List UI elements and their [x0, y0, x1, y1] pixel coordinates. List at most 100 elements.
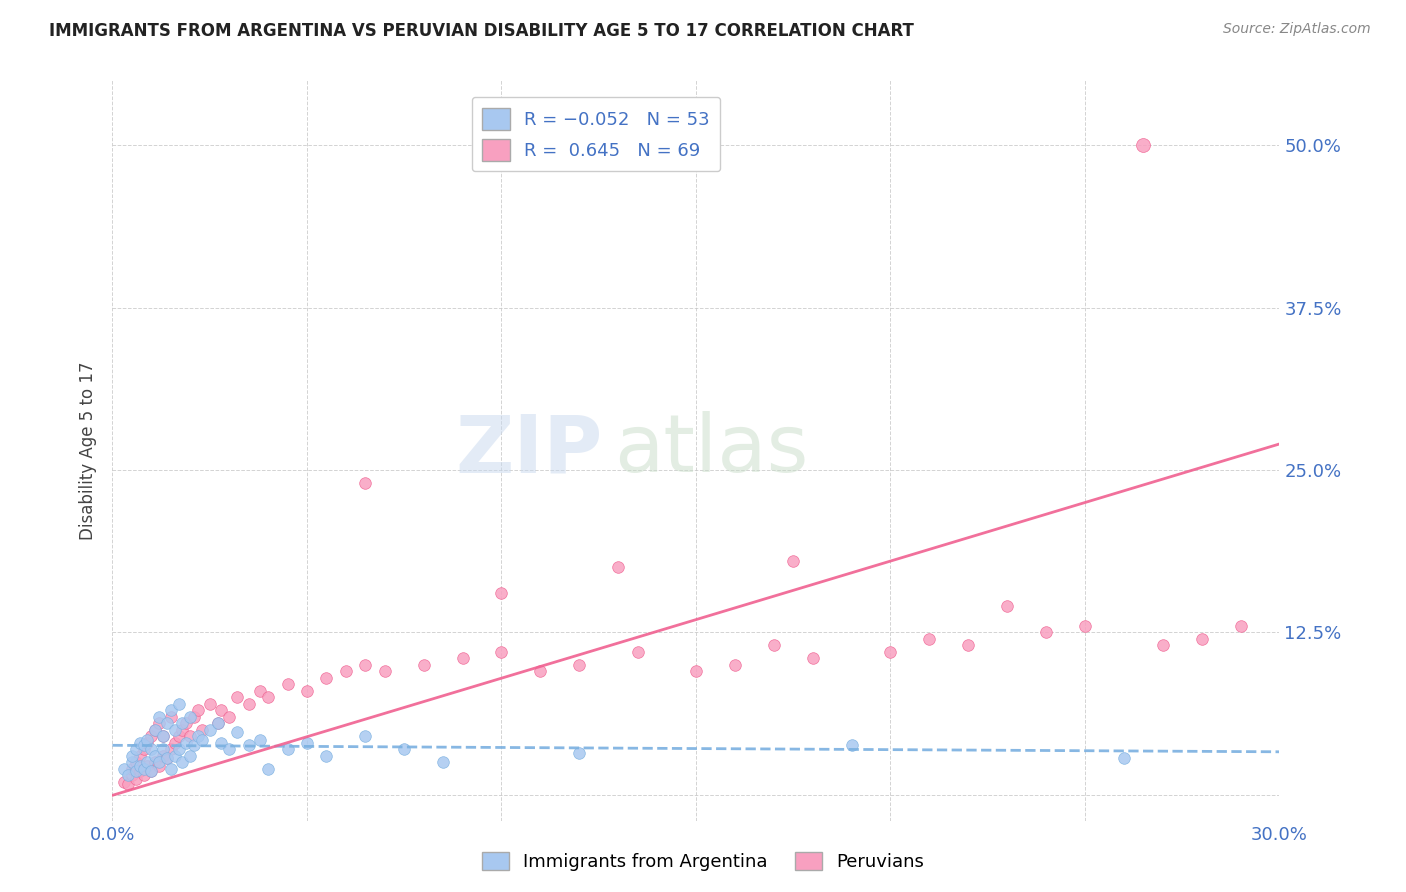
Point: [1191, 632, 1213, 646]
Point: [491, 586, 513, 600]
Point: [179, 729, 201, 743]
Point: [148, 716, 170, 731]
Point: [172, 755, 194, 769]
Point: [191, 733, 214, 747]
Point: [141, 764, 163, 779]
Point: [295, 736, 318, 750]
Point: [136, 733, 159, 747]
Point: [762, 638, 785, 652]
Point: [209, 736, 232, 750]
Point: [143, 723, 166, 737]
Point: [354, 729, 377, 743]
Point: [121, 755, 143, 769]
Point: [143, 723, 166, 737]
Point: [685, 665, 707, 679]
Point: [1229, 619, 1251, 633]
Point: [156, 716, 179, 731]
Point: [218, 710, 240, 724]
Y-axis label: Disability Age 5 to 17: Disability Age 5 to 17: [79, 361, 97, 540]
Point: [132, 768, 155, 782]
Point: [167, 742, 190, 756]
Point: [1074, 619, 1097, 633]
Point: [128, 764, 150, 779]
Point: [112, 774, 135, 789]
Point: [432, 755, 454, 769]
Point: [335, 665, 357, 679]
Point: [125, 772, 148, 786]
Point: [156, 751, 179, 765]
Point: [218, 742, 240, 756]
Point: [782, 554, 804, 568]
Point: [160, 703, 183, 717]
Point: [163, 723, 186, 737]
Point: [607, 560, 630, 574]
Point: [568, 657, 591, 672]
Point: [132, 762, 155, 776]
Point: [257, 762, 280, 776]
Point: [226, 725, 249, 739]
Point: [112, 762, 135, 776]
Point: [1132, 138, 1154, 153]
Point: [207, 716, 229, 731]
Point: [209, 703, 232, 717]
Point: [183, 739, 205, 753]
Point: [117, 768, 139, 782]
Point: [315, 748, 337, 763]
Legend: Immigrants from Argentina, Peruvians: Immigrants from Argentina, Peruvians: [474, 845, 932, 879]
Point: [315, 671, 337, 685]
Point: [152, 729, 174, 743]
Point: [148, 759, 170, 773]
Point: [167, 697, 190, 711]
Point: [172, 716, 194, 731]
Point: [132, 739, 155, 753]
Point: [187, 729, 209, 743]
Point: [207, 716, 229, 731]
Point: [132, 742, 155, 756]
Point: [141, 764, 163, 779]
Point: [128, 748, 150, 763]
Point: [152, 742, 174, 756]
Point: [179, 710, 201, 724]
Point: [143, 755, 166, 769]
Point: [121, 768, 143, 782]
Point: [995, 599, 1018, 614]
Point: [238, 739, 260, 753]
Text: IMMIGRANTS FROM ARGENTINA VS PERUVIAN DISABILITY AGE 5 TO 17 CORRELATION CHART: IMMIGRANTS FROM ARGENTINA VS PERUVIAN DI…: [49, 22, 914, 40]
Point: [918, 632, 941, 646]
Point: [187, 703, 209, 717]
Point: [160, 762, 183, 776]
Point: [176, 716, 198, 731]
Legend: R = −0.052   N = 53, R =  0.645   N = 69: R = −0.052 N = 53, R = 0.645 N = 69: [471, 96, 720, 171]
Point: [160, 742, 183, 756]
Point: [156, 751, 179, 765]
Point: [198, 723, 221, 737]
Point: [1112, 751, 1135, 765]
Point: [1035, 625, 1057, 640]
Point: [125, 742, 148, 756]
Point: [125, 764, 148, 779]
Point: [1152, 638, 1174, 652]
Point: [249, 733, 271, 747]
Point: [148, 710, 170, 724]
Point: [136, 755, 159, 769]
Point: [128, 759, 150, 773]
Point: [276, 742, 298, 756]
Point: [491, 645, 513, 659]
Point: [152, 748, 174, 763]
Point: [627, 645, 650, 659]
Point: [724, 657, 747, 672]
Point: [451, 651, 474, 665]
Point: [143, 748, 166, 763]
Point: [957, 638, 980, 652]
Point: [141, 729, 163, 743]
Point: [276, 677, 298, 691]
Point: [163, 748, 186, 763]
Point: [394, 742, 416, 756]
Point: [167, 729, 190, 743]
Point: [412, 657, 434, 672]
Point: [117, 777, 139, 791]
Point: [128, 736, 150, 750]
Point: [136, 759, 159, 773]
Point: [354, 657, 377, 672]
Point: [249, 683, 271, 698]
